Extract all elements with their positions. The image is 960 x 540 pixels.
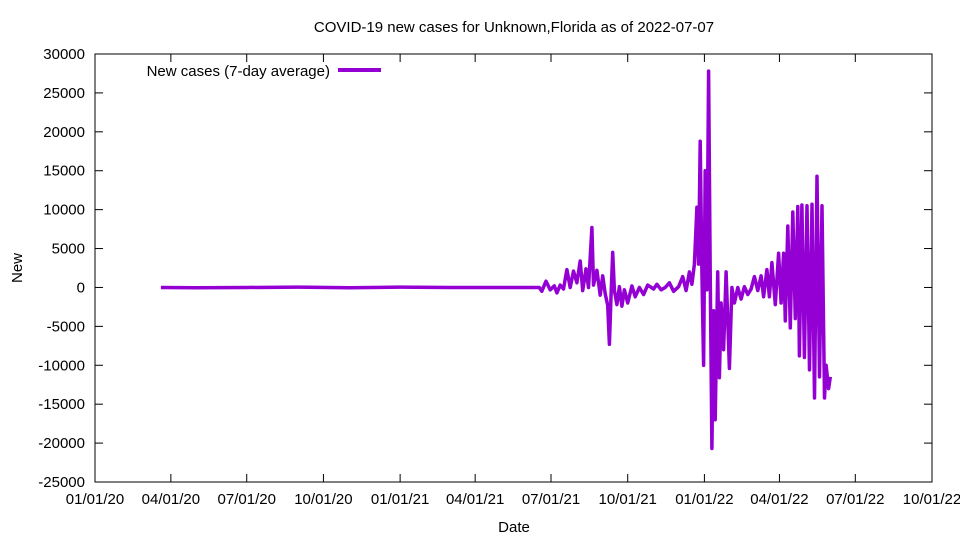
chart-title: COVID-19 new cases for Unknown,Florida a… — [314, 19, 714, 36]
y-axis-ticks: -25000 -20000 -15000 -10000 -5000 0 5000 10000 1… — [38, 46, 932, 491]
x-tick-label: 01/01/20 — [66, 491, 124, 508]
x-tick-label: 07/01/22 — [826, 491, 884, 508]
y-tick-label: -20000 — [38, 435, 85, 452]
series-line — [160, 69, 833, 451]
x-tick-label: 04/01/21 — [446, 491, 504, 508]
x-tick-label: 07/01/21 — [522, 491, 580, 508]
y-tick-label: 20000 — [43, 124, 85, 141]
legend-label: New cases (7-day average) — [147, 63, 330, 80]
x-axis-label: Date — [498, 519, 530, 536]
x-tick-label: 04/01/22 — [750, 491, 808, 508]
x-tick-label: 07/01/20 — [218, 491, 276, 508]
legend: New cases (7-day average) — [147, 63, 381, 80]
y-tick-label: 15000 — [43, 163, 85, 180]
x-tick-label: 01/01/22 — [675, 491, 733, 508]
x-tick-label: 04/01/20 — [142, 491, 200, 508]
x-tick-label: 10/01/21 — [599, 491, 657, 508]
y-tick-label: 0 — [77, 279, 85, 296]
y-tick-label: -10000 — [38, 357, 85, 374]
y-tick-label: -5000 — [47, 318, 85, 335]
x-tick-label: 10/01/22 — [903, 491, 960, 508]
y-tick-label: 5000 — [52, 241, 85, 258]
y-tick-label: 25000 — [43, 85, 85, 102]
y-tick-label: -25000 — [38, 474, 85, 491]
y-tick-label: 30000 — [43, 46, 85, 63]
y-tick-label: -15000 — [38, 396, 85, 413]
x-tick-label: 10/01/20 — [294, 491, 352, 508]
y-tick-label: 10000 — [43, 202, 85, 219]
x-tick-label: 01/01/21 — [371, 491, 429, 508]
x-axis-ticks: 01/01/20 04/01/20 07/01/20 10/01/20 01/01/21… — [66, 54, 960, 508]
series-layer — [160, 69, 833, 451]
plot-border — [94, 53, 933, 483]
y-axis-label: New — [9, 253, 26, 283]
